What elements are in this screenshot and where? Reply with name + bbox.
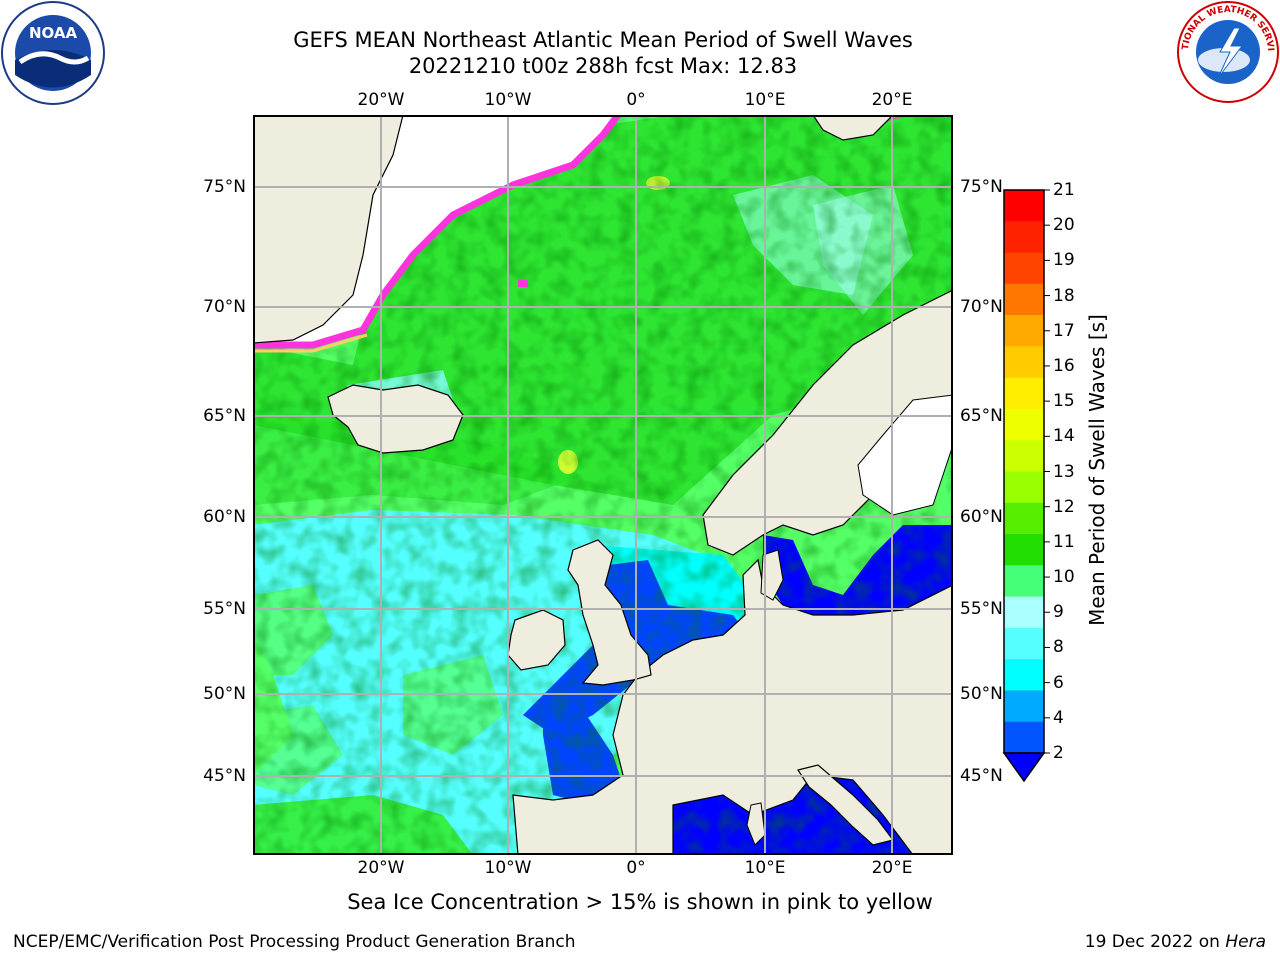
colorbar-canvas: [1002, 189, 1050, 783]
sea-ice-edge: [253, 333, 368, 353]
colorbar-tick-label: 14: [1053, 426, 1075, 447]
render-date: 19 Dec 2022 on Hera: [1085, 932, 1266, 952]
colorbar-tick-label: 17: [1053, 320, 1075, 341]
lat-label-right: 50°N: [960, 684, 1003, 704]
colorbar-tick-label: 8: [1053, 637, 1064, 658]
colorbar-segment: [1004, 408, 1044, 441]
colorbar-segment: [1004, 440, 1044, 472]
colorbar-segment: [1004, 190, 1044, 222]
lon-label-bottom: 20°E: [871, 858, 913, 878]
lon-label-top: 20°W: [357, 90, 405, 110]
lat-label-left: 65°N: [203, 406, 246, 426]
lat-label-right: 70°N: [960, 297, 1003, 317]
colorbar-segment: [1004, 565, 1044, 598]
land-greenland: [253, 115, 404, 344]
render-date-text: 19 Dec 2022 on: [1084, 932, 1226, 952]
colorbar-segment: [1004, 721, 1044, 754]
land-sardinia: [746, 802, 766, 846]
colorbar-segment: [1004, 315, 1044, 347]
colorbar-tick-label: 6: [1053, 672, 1064, 693]
land-italy: [797, 764, 895, 846]
colorbar-segment: [1004, 471, 1044, 504]
lat-label-right: 75°N: [960, 177, 1003, 197]
noaa-logo-icon: NOAA: [1, 1, 105, 105]
colorbar-segment: [1004, 659, 1044, 691]
lon-label-top: 10°E: [744, 90, 786, 110]
lat-label-left: 45°N: [203, 766, 246, 786]
map-panel: [253, 115, 953, 855]
colorbar-tick-label: 19: [1053, 250, 1075, 271]
sea-ice-note: Sea Ice Concentration > 15% is shown in …: [347, 890, 933, 914]
land-svalbard: [812, 115, 894, 141]
land-iceland: [327, 384, 464, 454]
map-frame: [253, 115, 953, 855]
colorbar-segment: [1004, 283, 1044, 316]
colorbar-tick-label: 21: [1053, 180, 1075, 200]
colorbar-segment: [1004, 534, 1044, 566]
colorbar-tick-label: 2: [1053, 743, 1064, 763]
sea-ice-edge: [253, 115, 621, 349]
lon-label-bottom: 10°E: [744, 858, 786, 878]
lat-label-left: 70°N: [203, 297, 246, 317]
colorbar-tick-label: 15: [1053, 391, 1075, 412]
land-great-britain: [567, 539, 652, 686]
map-title: GEFS MEAN Northeast Atlantic Mean Period…: [293, 28, 913, 52]
colorbar-label: Mean Period of Swell Waves [s]: [1085, 314, 1109, 626]
colorbar-segment: [1004, 221, 1044, 254]
nws-logo-icon: NATIONAL WEATHER SERVICE: [1176, 0, 1279, 103]
producer-credit: NCEP/EMC/Verification Post Processing Pr…: [13, 932, 576, 952]
map-canvas: [253, 115, 953, 855]
colorbar-extend-arrow: [1002, 752, 1046, 783]
colorbar-segment: [1004, 690, 1044, 723]
lat-label-left: 60°N: [203, 507, 246, 527]
noaa-logo-text: NOAA: [29, 24, 78, 42]
colorbar-segment: [1004, 502, 1044, 535]
colorbar-segment: [1004, 346, 1044, 379]
colorbar-tick-label: 10: [1053, 567, 1075, 588]
colorbar-tick-label: 12: [1053, 496, 1075, 517]
lat-label-right: 45°N: [960, 766, 1003, 786]
colorbar-segment: [1004, 627, 1044, 660]
lon-label-top: 20°E: [871, 90, 913, 110]
map-subtitle: 20221210 t00z 288h fcst Max: 12.83: [408, 54, 798, 78]
lat-label-left: 55°N: [203, 599, 246, 619]
lon-label-top: 0°: [626, 90, 646, 110]
colorbar-tick-label: 20: [1053, 215, 1075, 236]
colorbar-tick-label: 4: [1053, 707, 1064, 728]
lon-label-top: 10°W: [484, 90, 532, 110]
colorbar-segment: [1004, 596, 1044, 629]
colorbar-tick-label: 11: [1053, 531, 1075, 552]
graticule: [253, 115, 953, 855]
lon-label-bottom: 10°W: [484, 858, 532, 878]
lat-label-left: 50°N: [203, 684, 246, 704]
lat-label-left: 75°N: [203, 177, 246, 197]
colorbar-tick-label: 16: [1053, 355, 1075, 376]
colorbar-tick-label: 9: [1053, 602, 1064, 623]
lat-label-right: 55°N: [960, 599, 1003, 619]
colorbar-tick-label: 18: [1053, 285, 1075, 306]
colorbar-segment: [1004, 377, 1044, 410]
colorbar-segment: [1004, 252, 1044, 285]
land-ireland: [507, 609, 566, 671]
lat-label-right: 60°N: [960, 507, 1003, 527]
colorbar: [1000, 186, 1060, 786]
lon-label-bottom: 0°: [626, 858, 646, 878]
render-host: Hera: [1225, 932, 1266, 952]
lon-label-bottom: 20°W: [357, 858, 405, 878]
land-denmark: [760, 549, 784, 601]
lat-label-right: 65°N: [960, 406, 1003, 426]
colorbar-tick-label: 13: [1053, 461, 1075, 482]
sea-ice-patch: [518, 280, 528, 287]
